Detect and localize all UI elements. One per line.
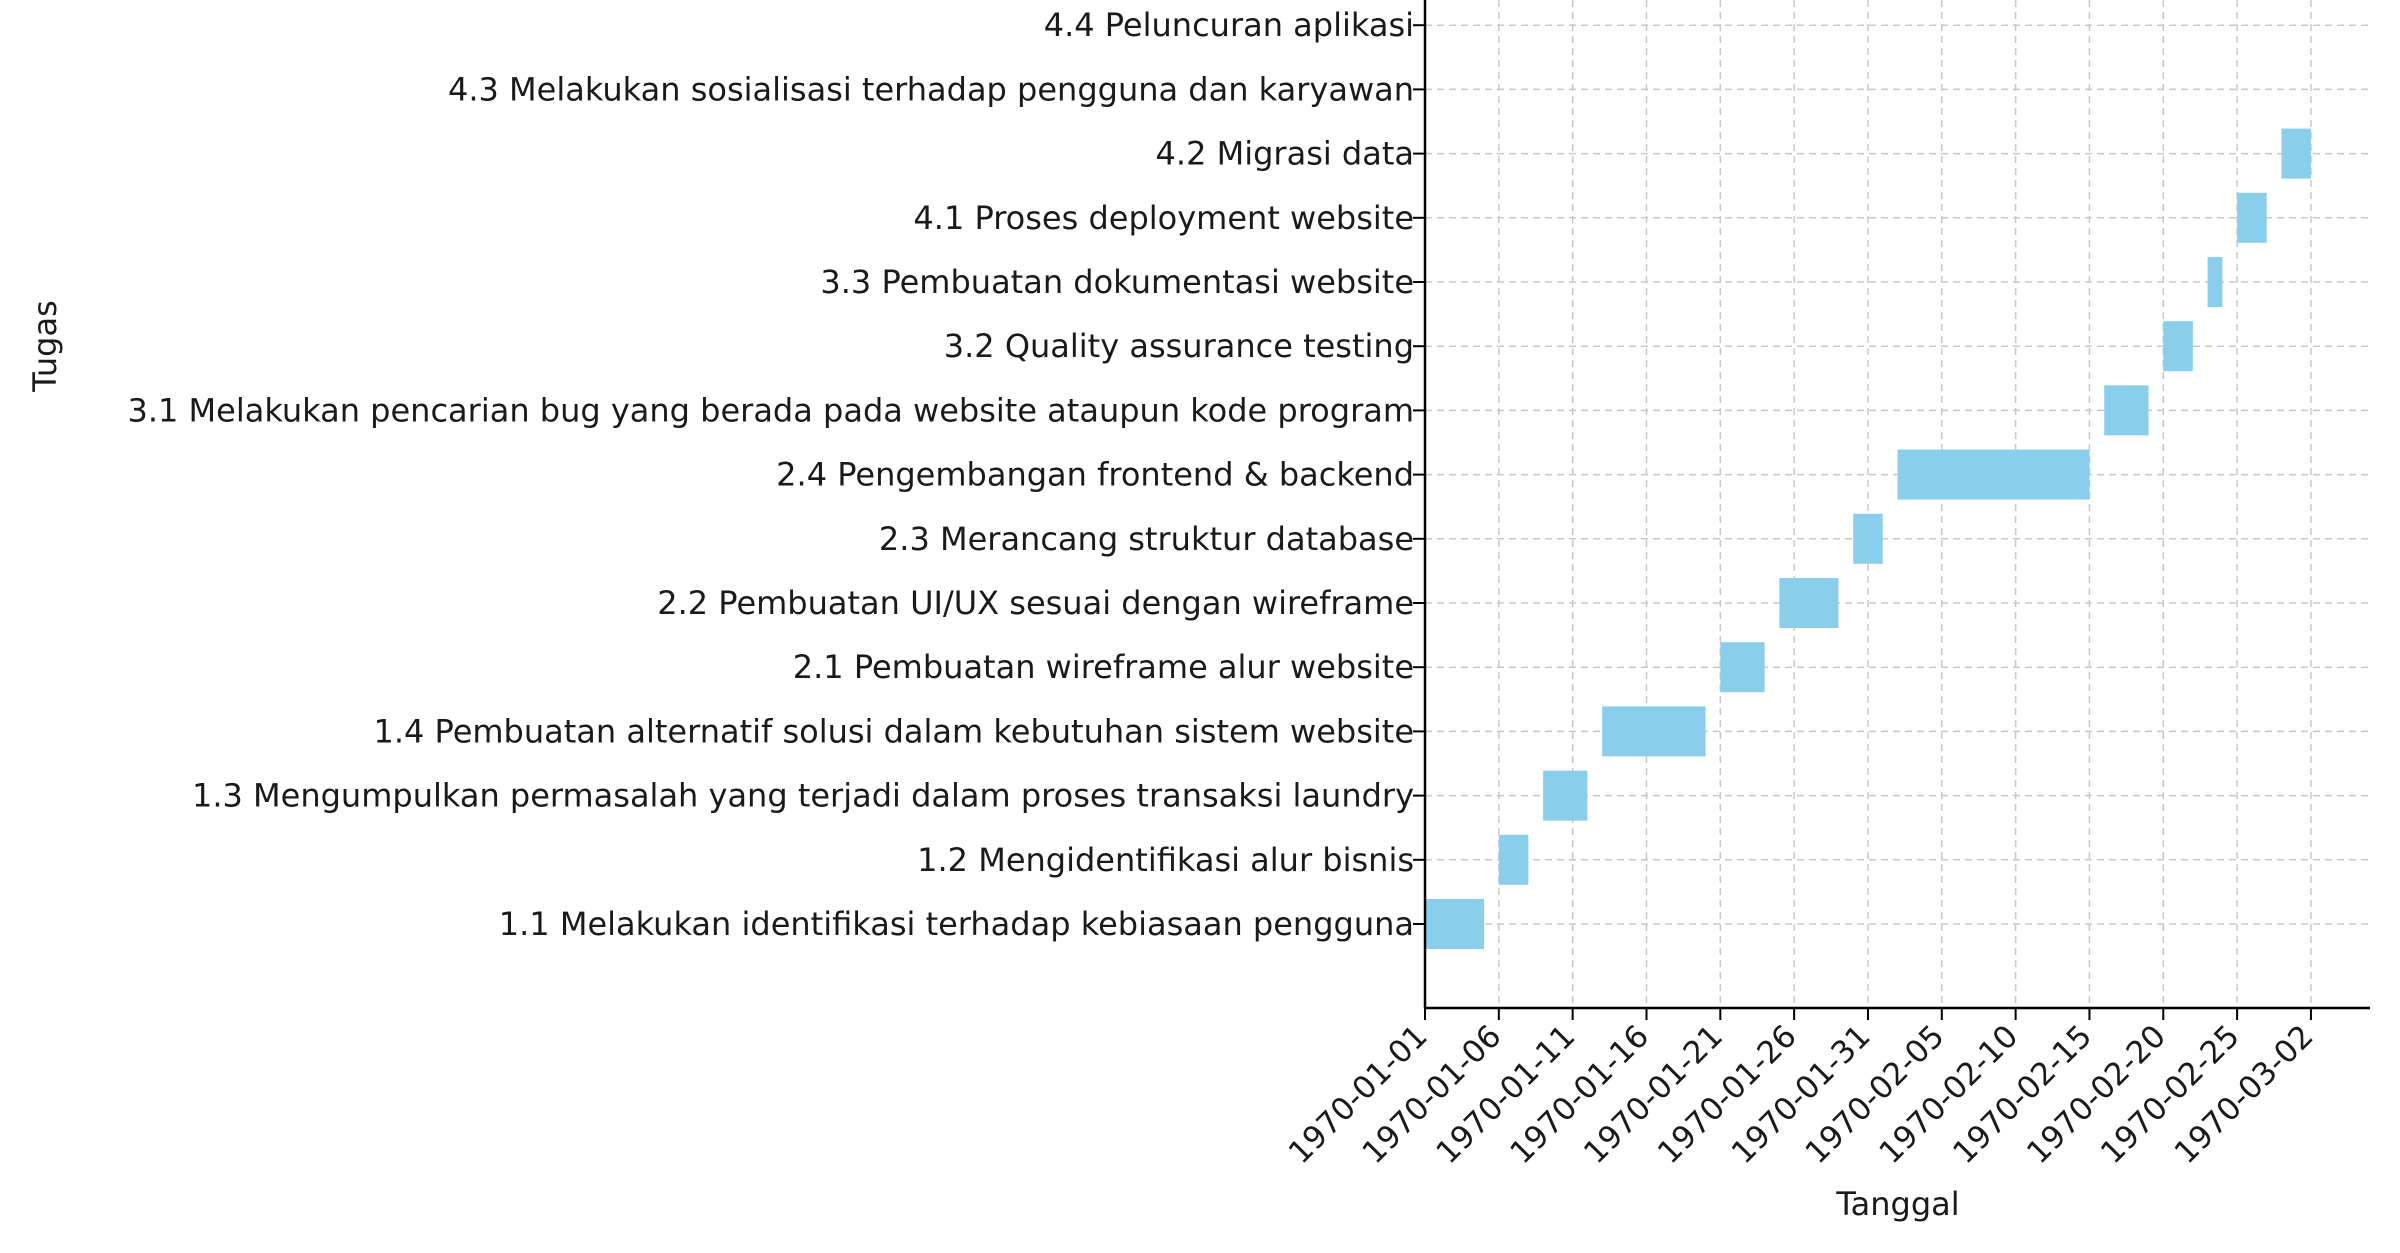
task-label: 4.2 Migrasi data: [1156, 135, 1414, 173]
task-bar: [2237, 192, 2267, 243]
x-axis-tick-labels: 1970-01-011970-01-061970-01-111970-01-16…: [1282, 1018, 2321, 1171]
task-label: 3.2 Quality assurance testing: [944, 327, 1414, 365]
task-bar: [2104, 385, 2149, 436]
task-label: 2.1 Pembuatan wireframe alur website: [793, 648, 1414, 686]
task-bar: [2163, 321, 2193, 372]
task-bar: [1425, 899, 1485, 949]
task-bar: [2207, 257, 2223, 307]
task-label: 1.3 Mengumpulkan permasalah yang terjadi…: [192, 777, 1414, 815]
task-label: 2.4 Pengembangan frontend & backend: [776, 456, 1414, 494]
y-axis-label: Tugas: [26, 300, 64, 393]
task-bar: [1720, 642, 1765, 693]
task-bar: [1853, 513, 1883, 564]
task-label: 1.1 Melakukan identifikasi terhadap kebi…: [499, 905, 1414, 943]
task-label: 2.3 Merancang struktur database: [879, 520, 1414, 558]
task-bar: [1602, 706, 1706, 757]
task-bar: [1498, 834, 1529, 885]
task-label: 3.3 Pembuatan dokumentasi website: [820, 263, 1414, 301]
task-bar: [1897, 449, 2090, 500]
task-label: 4.4 Peluncuran aplikasi: [1044, 6, 1414, 44]
task-label: 3.1 Melakukan pencarian bug yang berada …: [127, 391, 1414, 429]
task-bar: [2281, 128, 2311, 179]
task-bars: [1425, 128, 2311, 949]
task-label: 1.2 Mengidentifikasi alur bisnis: [917, 841, 1414, 879]
grid-lines: [1424, 0, 2370, 1008]
x-axis-label: Tanggal: [1835, 1185, 1959, 1223]
y-axis-tick-labels: 1.1 Melakukan identifikasi terhadap kebi…: [127, 6, 1414, 943]
task-bar: [1779, 578, 1839, 628]
axes: [1413, 0, 2370, 1020]
task-label: 2.2 Pembuatan UI/UX sesuai dengan wirefr…: [657, 584, 1414, 622]
task-label: 1.4 Pembuatan alternatif solusi dalam ke…: [373, 712, 1414, 750]
task-label: 4.3 Melakukan sosialisasi terhadap pengg…: [448, 70, 1414, 108]
task-label: 4.1 Proses deployment website: [913, 199, 1414, 237]
task-bar: [1543, 770, 1588, 821]
